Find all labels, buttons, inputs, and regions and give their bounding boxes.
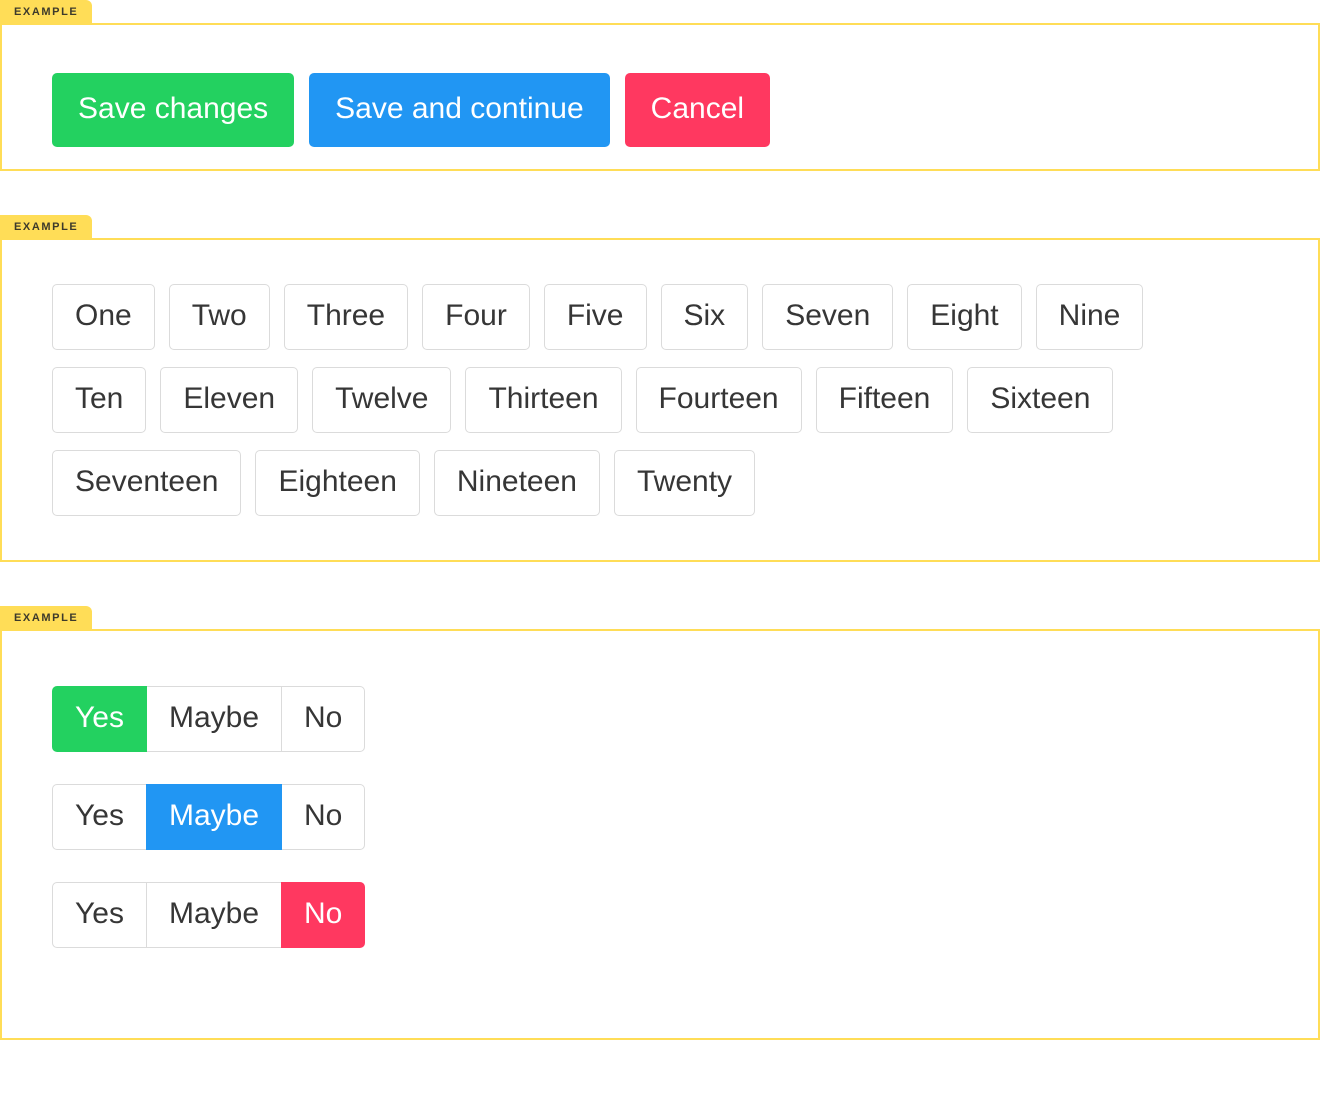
save-and-continue-button[interactable]: Save and continue: [309, 73, 610, 147]
number-button[interactable]: Twelve: [312, 367, 452, 433]
segment-yes[interactable]: Yes: [52, 686, 147, 752]
number-button[interactable]: Eighteen: [255, 450, 420, 516]
number-button[interactable]: Fourteen: [635, 367, 802, 433]
number-button[interactable]: Twenty: [613, 450, 756, 516]
segment-yes[interactable]: Yes: [52, 882, 147, 948]
segmented-control-no-selected: Yes Maybe No: [52, 882, 366, 948]
number-button[interactable]: Two: [168, 284, 270, 350]
cancel-button[interactable]: Cancel: [624, 73, 771, 147]
number-button[interactable]: Nine: [1035, 284, 1144, 350]
number-button[interactable]: Seven: [762, 284, 894, 350]
segment-maybe[interactable]: Maybe: [145, 686, 282, 752]
save-changes-button[interactable]: Save changes: [52, 73, 295, 147]
number-button[interactable]: Eleven: [160, 367, 299, 433]
number-button[interactable]: Fifteen: [815, 367, 954, 433]
number-button[interactable]: Nineteen: [433, 450, 600, 516]
button-row: Save changes Save and continue Cancel: [52, 73, 1318, 147]
example-tab-label: EXAMPLE: [0, 606, 93, 631]
example-tab-label: EXAMPLE: [0, 215, 93, 240]
number-button[interactable]: Eight: [907, 284, 1022, 350]
number-button-group: One Two Three Four Five Six Seven Eight …: [52, 284, 1242, 516]
number-button[interactable]: Seventeen: [52, 450, 242, 516]
example-panel-segments: EXAMPLE Yes Maybe No Yes Maybe No Yes Ma…: [0, 606, 1320, 1040]
number-button[interactable]: One: [52, 284, 155, 350]
example-panel-body: Yes Maybe No Yes Maybe No Yes Maybe No: [0, 629, 1320, 1040]
example-tab-label: EXAMPLE: [0, 0, 93, 25]
number-button[interactable]: Sixteen: [967, 367, 1114, 433]
segmented-control-yes-selected: Yes Maybe No: [52, 686, 366, 752]
segment-no[interactable]: No: [281, 784, 366, 850]
number-button[interactable]: Ten: [52, 367, 147, 433]
number-button[interactable]: Five: [543, 284, 647, 350]
number-button[interactable]: Four: [422, 284, 530, 350]
segment-no[interactable]: No: [281, 686, 366, 752]
segment-yes[interactable]: Yes: [52, 784, 147, 850]
number-button[interactable]: Three: [283, 284, 409, 350]
number-button[interactable]: Thirteen: [465, 367, 622, 433]
example-panel-buttons: EXAMPLE Save changes Save and continue C…: [0, 0, 1320, 171]
segment-maybe[interactable]: Maybe: [145, 882, 282, 948]
segmented-control-maybe-selected: Yes Maybe No: [52, 784, 366, 850]
number-button[interactable]: Six: [660, 284, 749, 350]
example-panel-numbers: EXAMPLE One Two Three Four Five Six Seve…: [0, 215, 1320, 562]
segment-no[interactable]: No: [281, 882, 366, 948]
example-panel-body: One Two Three Four Five Six Seven Eight …: [0, 238, 1320, 562]
segment-maybe[interactable]: Maybe: [145, 784, 282, 850]
example-panel-body: Save changes Save and continue Cancel: [0, 23, 1320, 171]
